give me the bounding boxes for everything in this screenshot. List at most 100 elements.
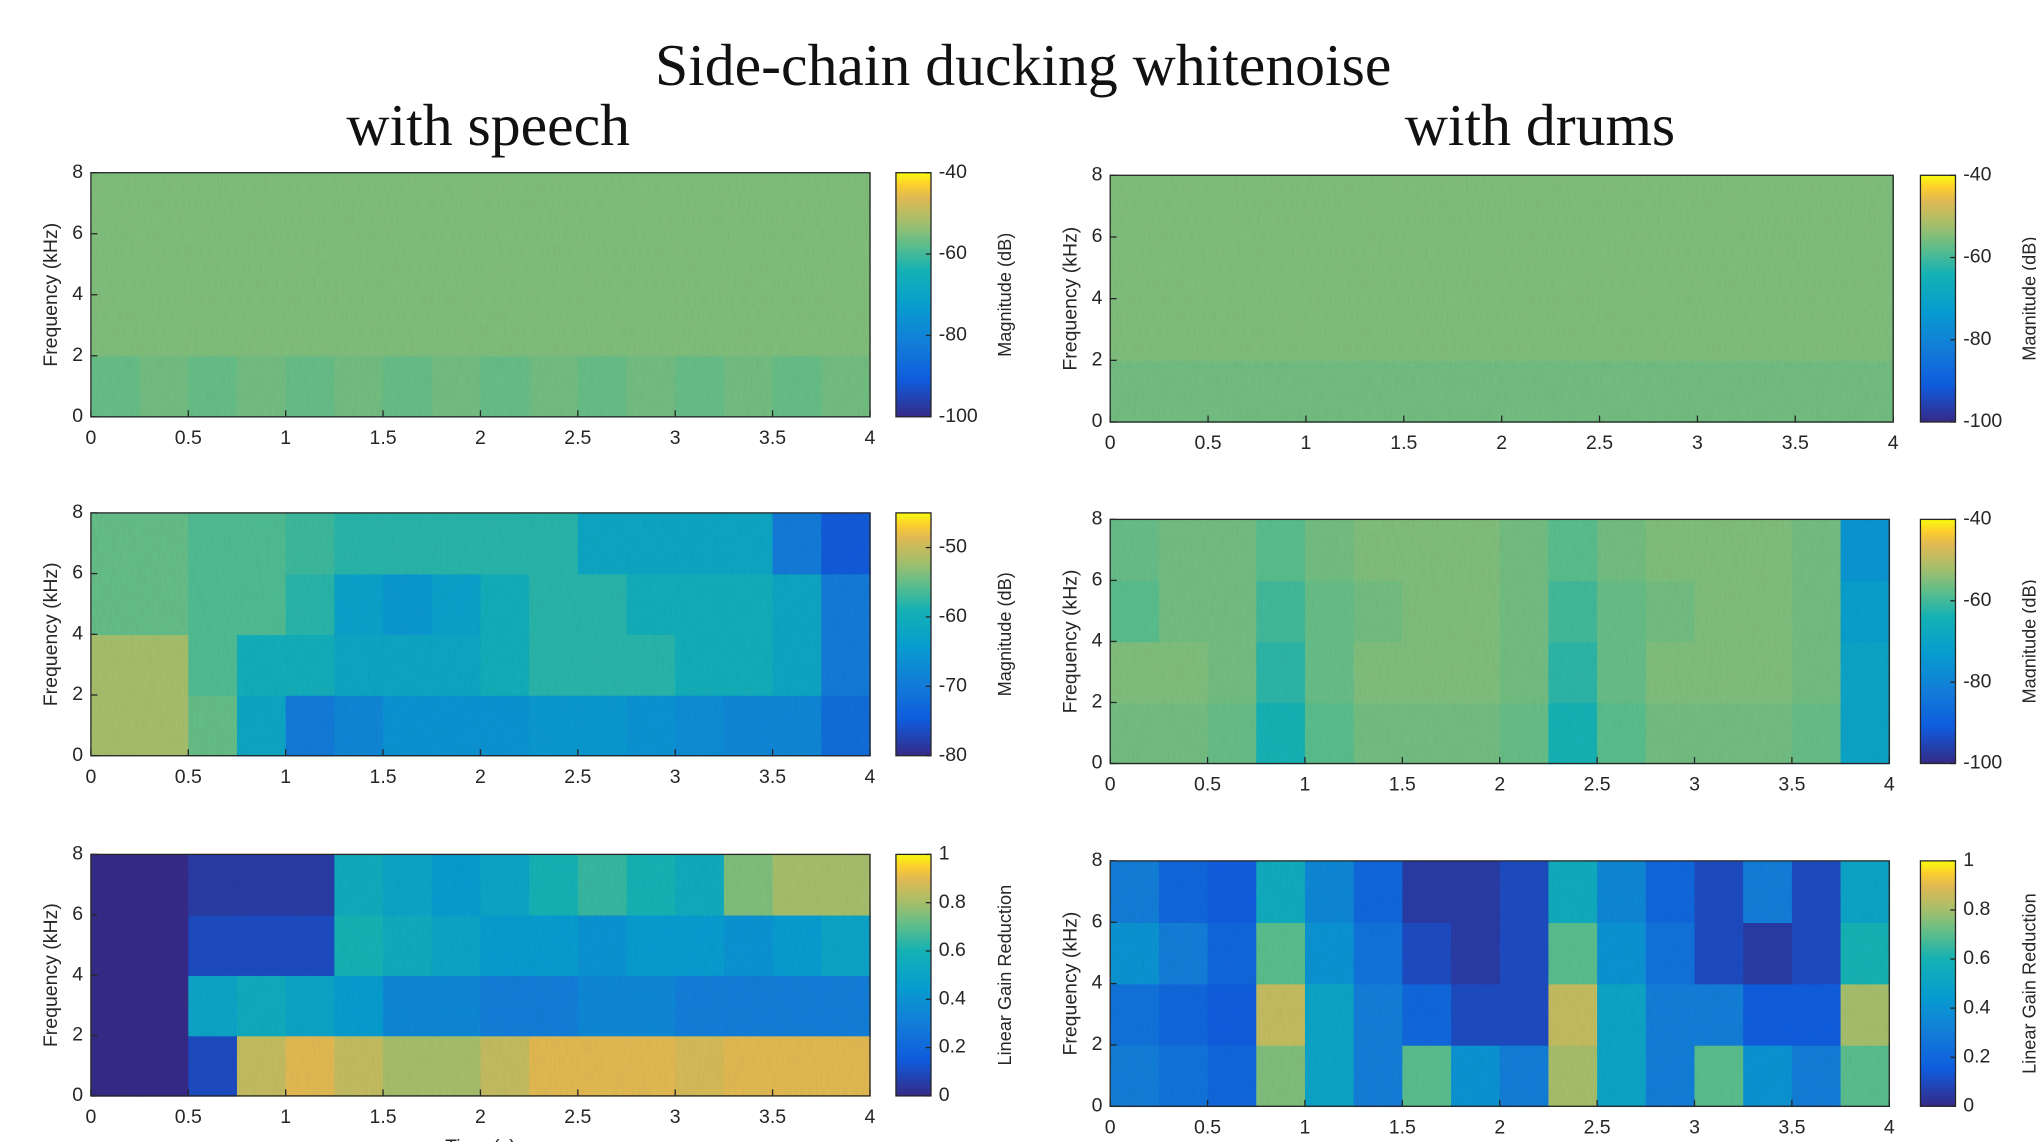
x-tick-label: 2	[475, 427, 486, 449]
x-tick-label: 0	[1105, 1117, 1116, 1139]
x-tick-label: 3	[670, 1106, 681, 1128]
y-tick-label: 2	[72, 344, 83, 366]
colorbar-tick-label: -60	[939, 605, 967, 627]
y-tick-label: 2	[1092, 691, 1103, 713]
y-tick-label: 8	[72, 843, 83, 865]
x-tick-label: 2.5	[1586, 432, 1613, 454]
colorbar-tick-label: 0.2	[939, 1036, 966, 1058]
x-tick-label: 0	[1105, 432, 1116, 454]
colorbar-tick-label: -40	[1963, 163, 1991, 185]
y-tick-label: 8	[72, 501, 83, 523]
colorbar-tick-label: -80	[939, 324, 967, 346]
x-tick-label: 2	[1494, 1117, 1505, 1139]
colorbar-tick-label: -100	[1963, 752, 2002, 774]
y-tick-label: 8	[1092, 163, 1103, 185]
colorbar-tick-label: -100	[1963, 410, 2002, 432]
x-tick-label: 3.5	[759, 427, 786, 449]
colorbar-tick-label: 0.6	[1963, 947, 1990, 969]
x-tick-label: 0	[85, 427, 96, 449]
x-tick-label: 1	[280, 1106, 291, 1128]
y-tick-label: 6	[1092, 225, 1103, 247]
figure-title: Side-chain ducking whitenoise	[655, 32, 1391, 98]
y-tick-label: 2	[1092, 348, 1103, 370]
colorbar	[895, 512, 932, 757]
y-tick-label: 0	[1092, 752, 1103, 774]
y-tick-label: 6	[72, 222, 83, 244]
colorbar-label: Magnitude (dB)	[2020, 237, 2036, 361]
colorbar-tick-label: 0.8	[939, 891, 966, 913]
colorbar-tick-label: 0.2	[1963, 1045, 1990, 1067]
x-tick-label: 1.5	[370, 427, 397, 449]
y-tick-label: 6	[72, 903, 83, 925]
colorbar-label: Magnitude (dB)	[2020, 579, 2036, 703]
colorbar-tick-label: 0.6	[939, 939, 966, 961]
x-tick-label: 1.5	[1390, 432, 1417, 454]
colorbar-tick-label: -80	[1963, 670, 1991, 692]
y-axis-label: Frequency (kHz)	[1059, 569, 1081, 713]
colorbar-tick-label: -80	[939, 744, 967, 766]
texture	[1110, 860, 1890, 1107]
texture	[1110, 519, 1890, 764]
colorbar-label: Linear Gain Reduction	[2020, 893, 2036, 1074]
y-tick-label: 4	[1092, 972, 1103, 994]
colorbar-tick-label: 0.8	[1963, 898, 1990, 920]
y-tick-label: 2	[72, 1024, 83, 1046]
x-tick-label: 0	[85, 1106, 96, 1128]
colorbar-label: Magnitude (dB)	[995, 572, 1015, 696]
y-tick-label: 8	[1092, 508, 1103, 530]
x-tick-label: 3.5	[1778, 1117, 1805, 1139]
y-tick-label: 8	[1092, 849, 1103, 871]
colorbar-tick-label: 0	[939, 1084, 950, 1106]
colorbar-tick-label: -70	[939, 674, 967, 696]
x-tick-label: 3	[1689, 774, 1700, 796]
colorbar-label: Magnitude (dB)	[995, 233, 1015, 357]
x-tick-label: 1.5	[1389, 774, 1416, 796]
y-tick-label: 0	[72, 405, 83, 427]
x-tick-label: 4	[1884, 774, 1895, 796]
colorbar	[895, 172, 932, 418]
colorbar-tick-label: 0.4	[939, 987, 966, 1009]
x-tick-label: 4	[1884, 1117, 1895, 1139]
x-tick-label: 0	[1105, 774, 1116, 796]
y-tick-label: 0	[72, 1084, 83, 1106]
x-tick-label: 1.5	[370, 766, 397, 788]
x-tick-label: 0.5	[175, 1106, 202, 1128]
x-tick-label: 4	[865, 766, 876, 788]
colorbar-label: Linear Gain Reduction	[995, 885, 1015, 1066]
colorbar-tick-label: -60	[1963, 246, 1991, 268]
column-title: with drums	[1405, 92, 1675, 158]
colorbar-tick-label: -40	[1963, 508, 1991, 530]
x-tick-label: 3.5	[1782, 432, 1809, 454]
x-tick-label: 3.5	[1778, 774, 1805, 796]
x-tick-label: 1	[1300, 1117, 1311, 1139]
colorbar-tick-label: 1	[939, 843, 950, 865]
texture	[90, 854, 870, 1096]
y-tick-label: 4	[1092, 630, 1103, 652]
x-tick-label: 1	[1301, 432, 1312, 454]
y-tick-label: 4	[1092, 287, 1103, 309]
colorbar-tick-label: -60	[1963, 589, 1991, 611]
y-tick-label: 6	[72, 562, 83, 584]
y-axis-label: Frequency (kHz)	[1059, 912, 1081, 1056]
colorbar	[1919, 860, 1957, 1107]
x-tick-label: 2.5	[1584, 774, 1611, 796]
colorbar-tick-label: -40	[939, 161, 967, 183]
x-tick-label: 3.5	[759, 1106, 786, 1128]
texture	[90, 172, 870, 417]
x-tick-label: 3	[670, 427, 681, 449]
x-tick-label: 3	[670, 766, 681, 788]
x-tick-label: 2	[1496, 432, 1507, 454]
x-tick-label: 2	[475, 766, 486, 788]
x-axis-label: Time (s)	[445, 1136, 516, 1142]
colorbar	[895, 853, 932, 1097]
y-tick-label: 0	[1092, 1094, 1103, 1116]
colorbar-tick-label: -100	[939, 405, 978, 427]
colorbar-tick-label: 0	[1963, 1094, 1974, 1116]
y-tick-label: 8	[72, 161, 83, 183]
x-tick-label: 1	[280, 427, 291, 449]
y-tick-label: 0	[72, 744, 83, 766]
x-tick-label: 0.5	[1194, 774, 1221, 796]
x-tick-label: 0.5	[175, 427, 202, 449]
y-tick-label: 2	[1092, 1033, 1103, 1055]
y-tick-label: 4	[72, 963, 83, 985]
